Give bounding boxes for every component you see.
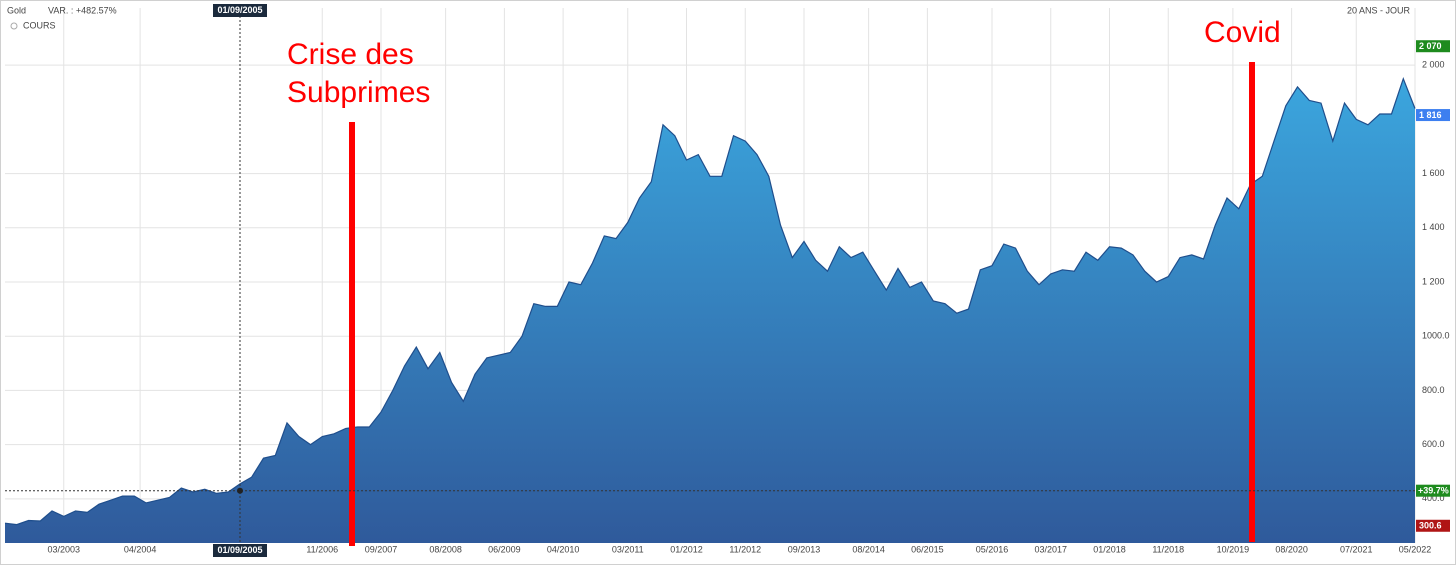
y-tick-label: 800.0 [1422,385,1445,395]
x-tick-label: 11/2012 [729,544,761,554]
price-badge-label: 300.6 [1419,521,1442,531]
price-badge-label: 2 070 [1419,41,1442,51]
annotation: Subprimes [287,76,430,109]
crosshair-date-box [213,4,267,17]
y-tick-label: 1000.0 [1422,331,1450,341]
y-tick-label: 400.0 [1422,493,1445,503]
x-tick-label: 04/2010 [547,544,580,554]
annotation: Covid [1204,16,1281,49]
price-badge-label: 1 816 [1419,110,1442,120]
line [4,76,1416,526]
period-label: 20 ANS - JOUR [1347,5,1411,15]
x-tick-label: 06/2009 [488,544,521,554]
y-tick-label: 600.0 [1422,439,1445,449]
price-badge [1416,519,1450,532]
plot [4,76,1416,543]
x-tick-label: 09/2007 [365,544,398,554]
subtitle: VAR. : +482.57% [48,5,117,15]
y-tick-label: 1 400 [1422,222,1445,232]
x-tick-label: 06/2015 [911,544,944,554]
annotations: Crise des Subprimes Covid [287,16,1281,546]
x-tick-label: 08/2008 [429,544,462,554]
x-tick-label: 11/2006 [306,544,338,554]
crosshair-date-box [213,544,267,557]
x-tick-label: 04/2004 [124,544,157,554]
legend-label: COURS [23,20,56,30]
x-tick-label: 01/2012 [670,544,703,554]
x-tick-label: 01/2018 [1093,544,1126,554]
price-badge [1416,40,1450,53]
price-badge [1416,109,1450,122]
change-label: +39.7% [1418,486,1449,496]
x-tick-label: 08/2020 [1275,544,1308,554]
x-tick-label: 09/2013 [788,544,821,554]
x-tick-label: 11/2018 [1152,544,1184,554]
x-tick-label: 03/2017 [1034,544,1067,554]
crosshair-dot [237,487,243,494]
crosshair-date: 01/09/2005 [217,5,262,15]
legend-icon [10,22,18,30]
x-tick-label: 05/2022 [1399,544,1432,554]
area [5,78,1415,543]
x-tick-label: 05/2016 [976,544,1009,554]
x-tick-label: 03/2011 [612,544,644,554]
overlay: 400.0 600.0 800.0 1000.0 1 200 1 400 1 600 2 00… [5,4,1450,557]
y-tick-label: 1 200 [1422,276,1445,286]
y-tick-label: 1 600 [1422,168,1445,178]
annotation: Crise des [287,38,414,71]
crosshair-date: 01/09/2005 [217,545,262,555]
y-tick-label: 2 000 [1422,60,1445,70]
x-tick-label: 10/2019 [1217,544,1250,554]
change-badge [1416,484,1450,497]
x-tick-label: 03/2003 [47,544,80,554]
x-tick-label: 07/2021 [1340,544,1373,554]
x-tick-label: 08/2014 [852,544,885,554]
chart-title: Gold [7,5,26,15]
